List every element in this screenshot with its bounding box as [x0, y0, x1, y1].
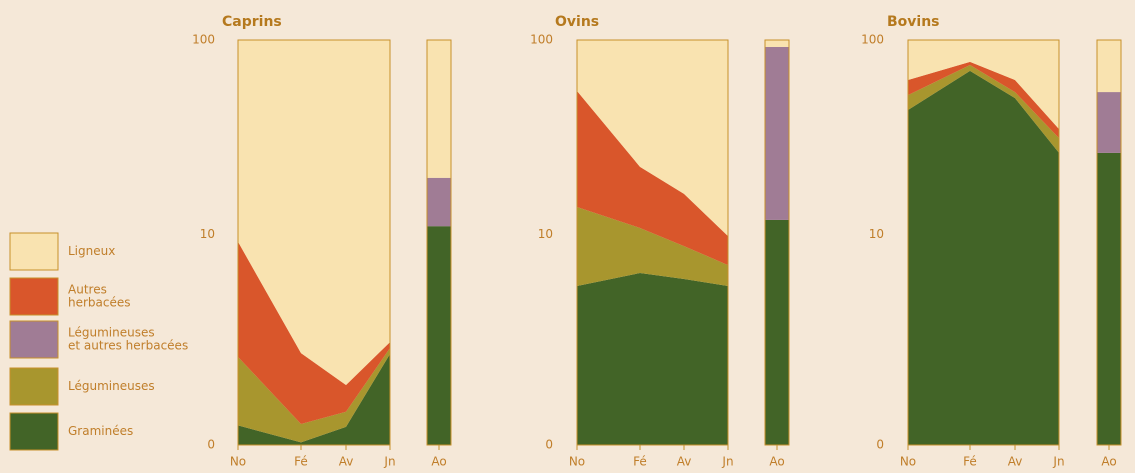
bar: [427, 226, 451, 445]
legend-label: Ligneux: [68, 244, 115, 258]
legend-swatch: [9, 232, 59, 271]
area: [238, 241, 390, 425]
y-tick-label: 10: [869, 227, 884, 241]
bar: [765, 40, 789, 47]
y-tick-label: 10: [538, 227, 553, 241]
bar: [1097, 92, 1121, 153]
bar: [765, 46, 789, 220]
x-tick-label: Jn: [383, 455, 395, 469]
area: [908, 64, 1059, 153]
bar: [765, 219, 789, 445]
plot-frame: [907, 39, 1060, 446]
y-tick-label: 100: [861, 33, 884, 47]
legend-label: Légumineuses: [68, 379, 155, 393]
area: [238, 40, 390, 386]
legend-swatch: [9, 320, 59, 359]
area: [238, 354, 390, 445]
x-tick-label: Fé: [294, 455, 308, 469]
x-tick-label: No: [900, 455, 916, 469]
y-tick-label: 10: [200, 227, 215, 241]
x-tick-label: Jn: [721, 455, 733, 469]
bar: [427, 177, 451, 227]
x-tick-label: Ao: [1101, 455, 1116, 469]
legend-label: Légumineuses et autres herbacées: [68, 325, 188, 352]
x-tick-label: Jn: [1052, 455, 1064, 469]
area: [577, 272, 728, 445]
area: [577, 40, 728, 237]
x-tick-label: Fé: [963, 455, 977, 469]
chart-title: Caprins: [222, 14, 282, 30]
chart-title: Bovins: [887, 14, 940, 30]
plot-frame: [576, 39, 729, 446]
area: [908, 70, 1059, 445]
legend-swatch: [9, 367, 59, 406]
x-tick-label: Ao: [769, 455, 784, 469]
chart-title: Ovins: [555, 14, 599, 30]
bar: [427, 40, 451, 178]
bar: [1097, 152, 1121, 445]
y-tick-label: 0: [876, 438, 884, 452]
area: [577, 207, 728, 287]
x-tick-label: Av: [677, 455, 692, 469]
plot-frame: [237, 39, 391, 446]
legend-label: Autres herbacées: [68, 282, 131, 309]
area: [908, 40, 1059, 130]
legend-swatch: [9, 412, 59, 451]
x-tick-label: Av: [339, 455, 354, 469]
x-tick-label: Fé: [633, 455, 647, 469]
x-tick-label: No: [230, 455, 246, 469]
bar: [1097, 40, 1121, 93]
y-tick-label: 100: [192, 33, 215, 47]
y-tick-label: 0: [207, 438, 215, 452]
area: [577, 90, 728, 266]
legend-swatch: [9, 277, 59, 316]
legend-label: Graminées: [68, 424, 133, 438]
area: [908, 61, 1059, 139]
x-tick-label: Av: [1008, 455, 1023, 469]
y-tick-label: 100: [530, 33, 553, 47]
area: [238, 348, 390, 443]
x-tick-label: Ao: [431, 455, 446, 469]
y-tick-label: 0: [545, 438, 553, 452]
x-tick-label: No: [569, 455, 585, 469]
